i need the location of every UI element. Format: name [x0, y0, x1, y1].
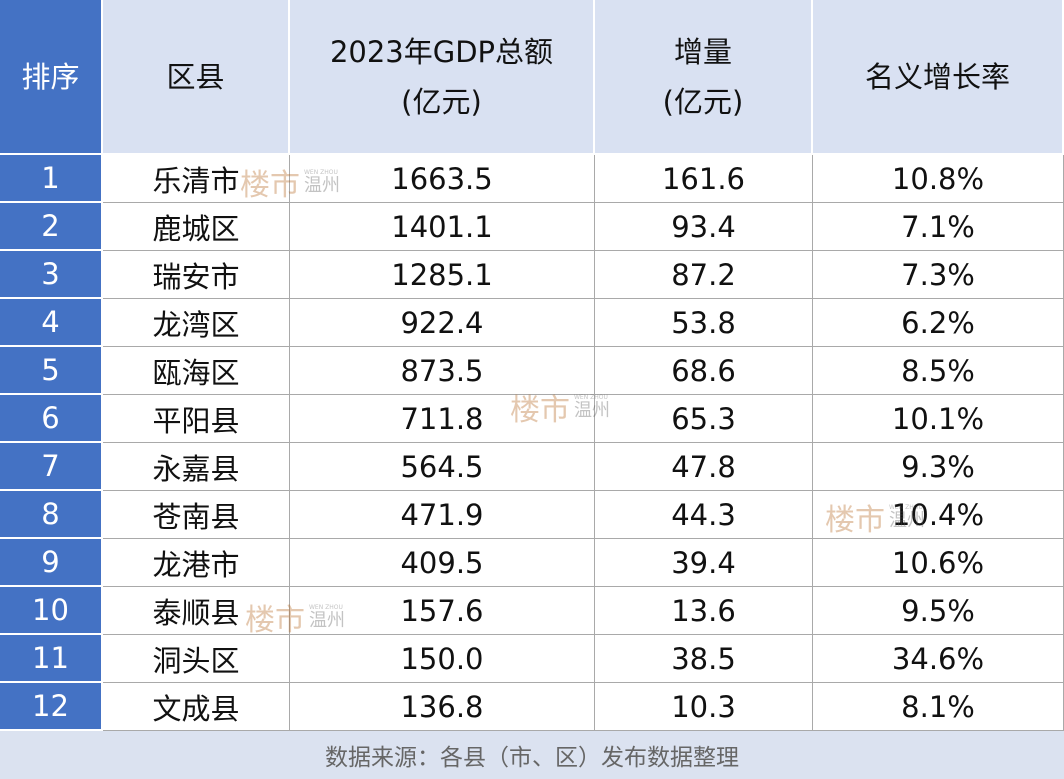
data-cell: 10.6% — [813, 539, 1064, 587]
data-cell: 泰顺县 — [103, 587, 290, 635]
data-cell: 711.8 — [290, 395, 595, 443]
data-cell: 瓯海区 — [103, 347, 290, 395]
data-cell: 7.3% — [813, 251, 1064, 299]
data-cell: 9.3% — [813, 443, 1064, 491]
rank-cell: 2 — [0, 203, 103, 251]
data-cell: 93.4 — [595, 203, 813, 251]
header-text: (亿元) — [662, 84, 744, 119]
data-cell: 53.8 — [595, 299, 813, 347]
rank-cell: 11 — [0, 635, 103, 683]
data-cell: 10.4% — [813, 491, 1064, 539]
data-cell: 苍南县 — [103, 491, 290, 539]
data-cell: 平阳县 — [103, 395, 290, 443]
data-cell: 922.4 — [290, 299, 595, 347]
data-cell: 44.3 — [595, 491, 813, 539]
data-cell: 龙湾区 — [103, 299, 290, 347]
rank-cell: 6 — [0, 395, 103, 443]
data-cell: 鹿城区 — [103, 203, 290, 251]
data-cell: 39.4 — [595, 539, 813, 587]
data-cell: 13.6 — [595, 587, 813, 635]
data-cell: 龙港市 — [103, 539, 290, 587]
header-text: 区县 — [166, 59, 225, 94]
header-cell: 名义增长率 — [813, 0, 1064, 155]
data-cell: 47.8 — [595, 443, 813, 491]
data-cell: 150.0 — [290, 635, 595, 683]
data-cell: 1401.1 — [290, 203, 595, 251]
data-cell: 瑞安市 — [103, 251, 290, 299]
header-cell: 区县 — [103, 0, 290, 155]
data-cell: 409.5 — [290, 539, 595, 587]
rank-cell: 7 — [0, 443, 103, 491]
data-cell: 873.5 — [290, 347, 595, 395]
header-cell: 2023年GDP总额 (亿元) — [290, 0, 595, 155]
rank-cell: 9 — [0, 539, 103, 587]
rank-cell: 8 — [0, 491, 103, 539]
header-text: 排序 — [21, 59, 80, 94]
data-cell: 8.5% — [813, 347, 1064, 395]
header-cell: 增量 (亿元) — [595, 0, 813, 155]
header-text: 名义增长率 — [864, 59, 1010, 94]
rank-cell: 12 — [0, 683, 103, 731]
data-cell: 471.9 — [290, 491, 595, 539]
data-cell: 10.1% — [813, 395, 1064, 443]
footer-note: 数据来源：各县（市、区）发布数据整理 — [0, 731, 1064, 779]
data-cell: 10.8% — [813, 155, 1064, 203]
data-cell: 564.5 — [290, 443, 595, 491]
data-cell: 87.2 — [595, 251, 813, 299]
data-cell: 6.2% — [813, 299, 1064, 347]
data-cell: 1663.5 — [290, 155, 595, 203]
data-cell: 8.1% — [813, 683, 1064, 731]
data-cell: 136.8 — [290, 683, 595, 731]
data-cell: 7.1% — [813, 203, 1064, 251]
data-cell: 洞头区 — [103, 635, 290, 683]
data-cell: 1285.1 — [290, 251, 595, 299]
header-text: (亿元) — [401, 84, 482, 119]
rank-cell: 5 — [0, 347, 103, 395]
header-cell: 排序 — [0, 0, 103, 155]
rank-cell: 10 — [0, 587, 103, 635]
data-cell: 157.6 — [290, 587, 595, 635]
rank-cell: 1 — [0, 155, 103, 203]
rank-cell: 4 — [0, 299, 103, 347]
rank-cell: 3 — [0, 251, 103, 299]
data-cell: 永嘉县 — [103, 443, 290, 491]
data-cell: 34.6% — [813, 635, 1064, 683]
data-cell: 9.5% — [813, 587, 1064, 635]
data-cell: 10.3 — [595, 683, 813, 731]
data-cell: 161.6 — [595, 155, 813, 203]
header-text: 增量 — [673, 34, 732, 69]
data-cell: 38.5 — [595, 635, 813, 683]
data-cell: 68.6 — [595, 347, 813, 395]
data-cell: 65.3 — [595, 395, 813, 443]
data-cell: 文成县 — [103, 683, 290, 731]
header-text: 2023年GDP总额 — [329, 34, 554, 69]
data-cell: 乐清市 — [103, 155, 290, 203]
